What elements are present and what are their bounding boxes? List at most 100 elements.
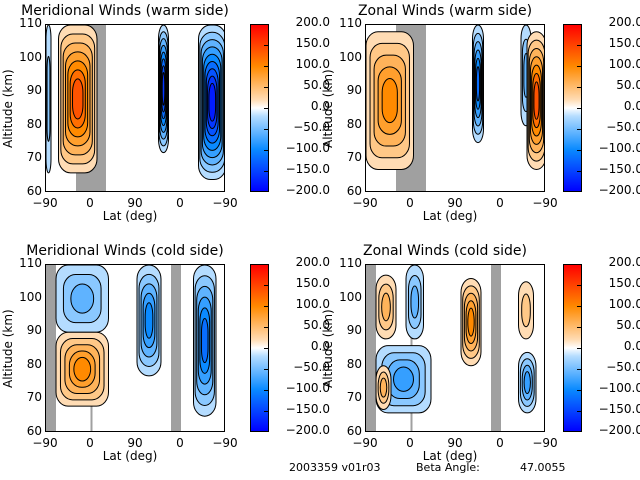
contour-level (208, 82, 217, 122)
x-tick-label: −90 (532, 436, 558, 450)
x-tick-label: 0 (86, 196, 94, 210)
colorbar-tick-label: 0.0 (623, 339, 640, 353)
y-tick-label: 110 (19, 16, 42, 30)
y-tick-label: 80 (346, 116, 362, 131)
x-tick-label: −90 (32, 436, 58, 450)
x-tick-label: 0 (496, 196, 504, 210)
positive-wind-region (366, 31, 414, 170)
positive-wind-region (526, 31, 544, 170)
contour-plot (46, 25, 224, 191)
contour-level (144, 302, 154, 339)
x-tick-label: −90 (532, 196, 558, 210)
colorbar-tick-label: −200.0 (285, 423, 330, 437)
positive-wind-region (58, 25, 98, 174)
x-axis-label: Lat (deg) (102, 209, 158, 223)
contour-level (533, 81, 540, 120)
footer-beta-label: Beta Angle: (416, 461, 480, 474)
x-axis-label: Lat (deg) (422, 209, 478, 223)
x-tick-label: −90 (212, 196, 238, 210)
colorbar-tick (577, 108, 582, 109)
colorbar-tick-label: 150.0 (295, 36, 330, 50)
colorbar-tick-label: 200.0 (608, 15, 640, 29)
colorbar-tick-label: 0.0 (310, 99, 330, 113)
chart-title: Zonal Winds (cold side) (363, 243, 527, 259)
positive-wind-region (375, 365, 392, 410)
positive-wind-region (55, 331, 109, 407)
plot-area (45, 264, 225, 432)
x-tick-label: 90 (127, 196, 143, 210)
x-tick-label: 0 (406, 196, 414, 210)
positive-wind-region (375, 274, 397, 340)
y-axis-label: Altitude (km) (321, 309, 335, 388)
colorbar-tick (577, 348, 582, 349)
x-tick-label: −90 (352, 196, 378, 210)
x-axis-label: Lat (deg) (422, 449, 478, 463)
plot-area (365, 264, 545, 432)
colorbar-tick (577, 171, 582, 172)
plot-area (365, 24, 545, 192)
negative-wind-region (405, 265, 424, 340)
y-tick-label: 60 (26, 424, 42, 438)
contour-level (70, 283, 95, 314)
colorbar-tick-label: 50.0 (616, 78, 640, 92)
negative-wind-region (193, 265, 217, 417)
no-data-band (171, 265, 181, 431)
colorbar-tick (264, 150, 269, 151)
contour-level (393, 366, 414, 392)
contour-plot (366, 25, 544, 191)
contour-level (410, 285, 420, 319)
colorbar-tick (577, 129, 582, 130)
colorbar-tick (264, 369, 269, 370)
y-axis-label: Altitude (km) (1, 69, 15, 148)
contour-level (521, 293, 531, 328)
colorbar-tick (264, 285, 269, 286)
positive-wind-region (518, 281, 534, 340)
y-tick-label: 60 (26, 184, 42, 198)
colorbar-tick (264, 411, 269, 412)
colorbar-tick (264, 306, 269, 307)
x-tick-label: 90 (447, 196, 463, 210)
negative-wind-region (472, 25, 484, 144)
y-tick-label: 90 (346, 83, 362, 98)
colorbar-tick-label: 150.0 (608, 276, 640, 290)
contour-level (161, 71, 166, 106)
x-tick-label: 0 (496, 436, 504, 450)
contour-level (467, 307, 475, 337)
negative-wind-region (55, 265, 109, 333)
contour-level (72, 78, 84, 120)
colorbar-tick (264, 129, 269, 130)
colorbar-tick-label: −150.0 (598, 402, 640, 416)
y-tick-label: 100 (19, 49, 42, 64)
x-tick-label: 90 (127, 436, 143, 450)
y-tick-label: 90 (346, 323, 362, 338)
colorbar-tick (577, 306, 582, 307)
contour-level (475, 66, 481, 102)
y-tick-label: 70 (26, 390, 42, 405)
colorbar-tick (577, 390, 582, 391)
y-tick-label: 100 (339, 49, 362, 64)
colorbar-tick-label: 50.0 (303, 78, 330, 92)
colorbar-tick (577, 66, 582, 67)
contour-level (523, 371, 531, 395)
y-tick-label: 80 (346, 356, 362, 371)
colorbar-tick (577, 327, 582, 328)
contour-level (46, 55, 51, 142)
colorbar-tick (264, 66, 269, 67)
x-tick-label: 0 (406, 436, 414, 450)
y-tick-label: 90 (26, 83, 42, 98)
x-tick-label: −90 (32, 196, 58, 210)
contour-plot (46, 265, 217, 431)
negative-wind-region (158, 25, 169, 154)
colorbar-tick (577, 87, 582, 88)
no-data-band (366, 265, 376, 431)
footer-beta-value: 47.0055 (520, 461, 566, 474)
y-tick-label: 100 (19, 289, 42, 304)
y-tick-label: 60 (346, 184, 362, 198)
chart-title: Meridional Winds (cold side) (26, 243, 224, 259)
colorbar-tick-label: 100.0 (295, 57, 330, 71)
colorbar-tick-label: 50.0 (616, 318, 640, 332)
chart-title: Meridional Winds (warm side) (21, 3, 229, 19)
y-tick-label: 80 (26, 356, 42, 371)
y-tick-label: 110 (339, 16, 362, 30)
colorbar-tick-label: 150.0 (608, 36, 640, 50)
